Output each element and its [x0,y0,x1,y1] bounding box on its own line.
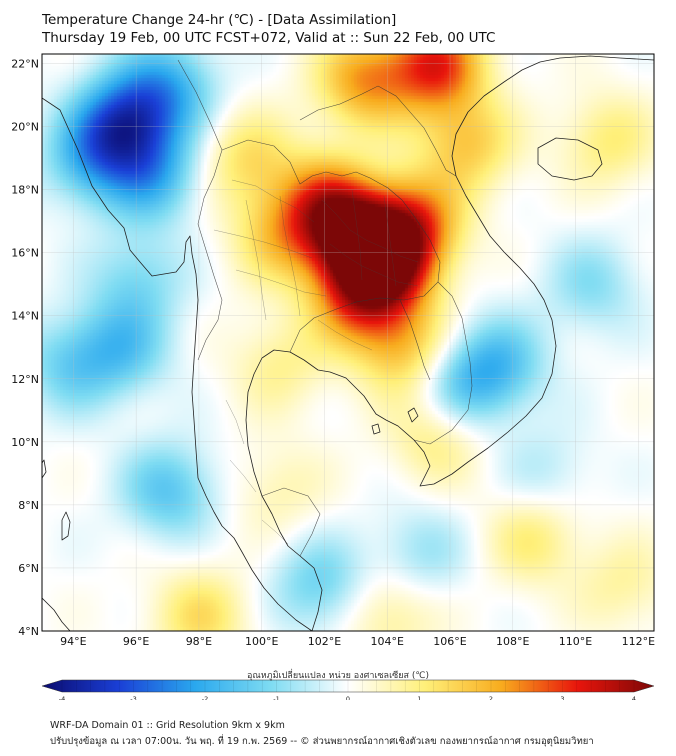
colorbar-tick-label: -2 [202,695,208,700]
latitude-label: 22°N [11,57,39,70]
map-subtitle: Thursday 19 Feb, 00 UTC FCST+072, Valid … [42,30,496,46]
colorbar-tick-label: 0 [346,695,350,700]
longitude-label: 108°E [496,635,529,648]
colorbar: -4 -3 -2 -1 0 1 2 3 4 [41,679,655,700]
province-boundaries [213,179,419,545]
coastlines [42,55,654,631]
longitude-label: 104°E [371,635,404,648]
colorbar-tick-label: -1 [273,695,279,700]
longitude-label: 106°E [433,635,466,648]
latitude-label: 12°N [11,373,39,386]
longitude-label: 110°E [559,635,592,648]
colorbar-tick-label: 4 [632,695,636,700]
latitude-label: 10°N [11,436,39,449]
credit-line: ปรับปรุงข้อมูล ณ เวลา 07:00น. วัน พฤ. ที… [50,736,594,747]
longitude-label: 100°E [245,635,278,648]
colorbar-ticks: -4 -3 -2 -1 0 1 2 3 4 [59,695,636,700]
map-plot-area [42,54,654,631]
colorbar-scale [41,679,655,693]
map-frame [41,53,655,632]
colorbar-tick-label: -4 [59,695,65,700]
latitude-label: 14°N [11,310,39,323]
latitude-label: 8°N [18,499,39,512]
latitude-label: 4°N [18,625,39,638]
latitude-label: 20°N [11,121,39,134]
longitude-label: 102°E [308,635,341,648]
longitude-label: 94°E [60,635,86,648]
colorbar-tick-label: 3 [560,695,564,700]
temperature-anomaly-field [42,54,654,631]
latitude-label: 6°N [18,562,39,575]
latitude-label: 16°N [11,247,39,260]
colorbar-tick-label: 1 [417,695,421,700]
temperature-change-map: 4°N 6°N 8°N 10°N 12°N 14°N 16°N 18°N 20°N 22°N 94… [11,53,655,700]
colorbar-tick-label: 2 [489,695,493,700]
map-title: Temperature Change 24-hr (℃) - [Data Ass… [42,12,397,28]
colorbar-tick-label: -3 [130,695,136,700]
borders [177,59,473,557]
colorbar-segments [61,680,635,692]
longitude-label: 112°E [622,635,655,648]
colorbar-label: อุณหภูมิเปลี่ยนแปลง หน่วย องศาเซลเซียส (… [246,671,430,681]
graticule [42,54,654,631]
longitude-axis: 94°E 96°E 98°E 100°E 102°E 104°E 106°E 108°E 110… [60,635,655,648]
longitude-label: 98°E [186,635,212,648]
model-info: WRF-DA Domain 01 :: Grid Resolution 9km … [50,720,285,731]
longitude-label: 96°E [123,635,149,648]
latitude-label: 18°N [11,184,39,197]
latitude-axis: 4°N 6°N 8°N 10°N 12°N 14°N 16°N 18°N 20°N 22°N [11,57,39,638]
